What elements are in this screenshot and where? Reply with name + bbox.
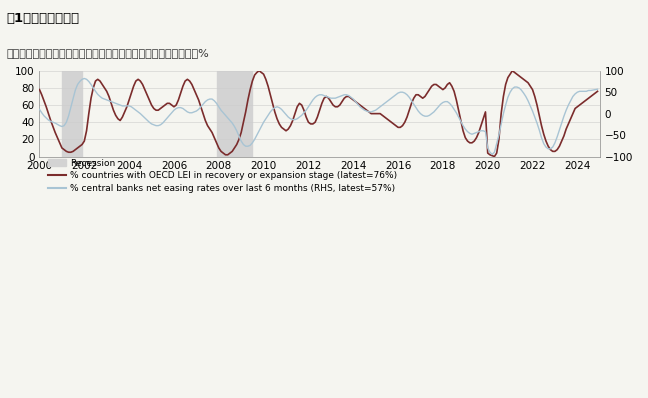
Text: 各國經濟處於復甦或擴張階段的比例與央行寬鬆貨幣政策的比例，%: 各國經濟處於復甦或擴張階段的比例與央行寬鬆貨幣政策的比例，% bbox=[6, 48, 209, 58]
Legend: Recession, % countries with OECD LEI in recovery or expansion stage (latest=76%): Recession, % countries with OECD LEI in … bbox=[44, 155, 401, 197]
Text: 圖1流動性推動成長: 圖1流動性推動成長 bbox=[6, 12, 80, 25]
Bar bbox=[62, 71, 82, 156]
Bar bbox=[216, 71, 252, 156]
